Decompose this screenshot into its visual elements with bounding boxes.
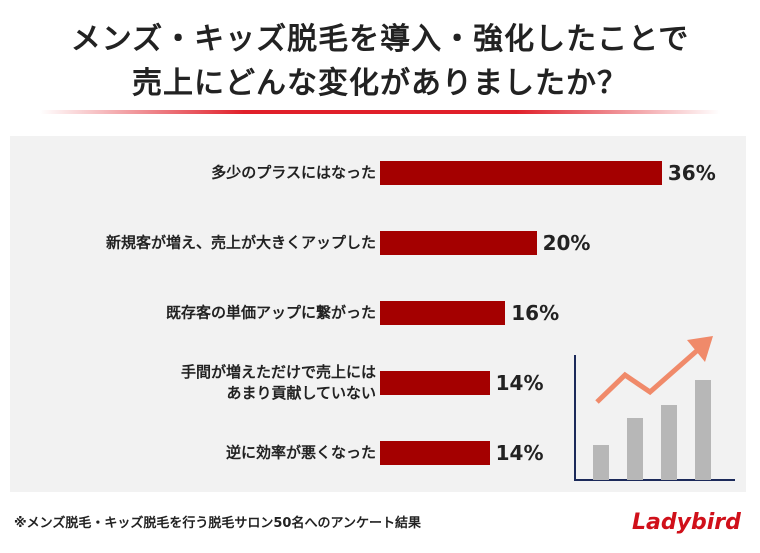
bar — [380, 231, 537, 255]
title-line: 売上にどんな変化がありましたか？ — [132, 66, 628, 101]
logo: Ladybird — [632, 510, 741, 535]
chart-panel — [10, 136, 746, 492]
bar — [380, 301, 506, 325]
bar — [380, 441, 490, 465]
category-label: 多少のプラスにはなった — [211, 163, 376, 182]
value-label: 16% — [511, 301, 560, 325]
category-label: 既存客の単価アップに繋がった — [165, 303, 376, 322]
value-label: 14% — [495, 441, 544, 465]
value-label: 14% — [495, 371, 544, 395]
value-label: 20% — [542, 231, 591, 255]
decor-icon — [574, 336, 735, 481]
category-label: 手間が増えただけで売上には あまり貢献していない — [180, 363, 376, 402]
bar — [380, 161, 662, 185]
category-label: 逆に効率が悪くなった — [225, 443, 376, 462]
bar — [380, 371, 490, 395]
category-label: 新規客が増え、売上が大きくアップした — [105, 233, 376, 252]
footnote: ※メンズ脱毛・キッズ脱毛を行う脱毛サロン50名へのアンケート結果 — [14, 516, 421, 531]
value-label: 36% — [667, 161, 716, 185]
title-line: メンズ・キッズ脱毛を導入・強化したことで — [70, 22, 690, 57]
title-rule — [40, 110, 720, 114]
